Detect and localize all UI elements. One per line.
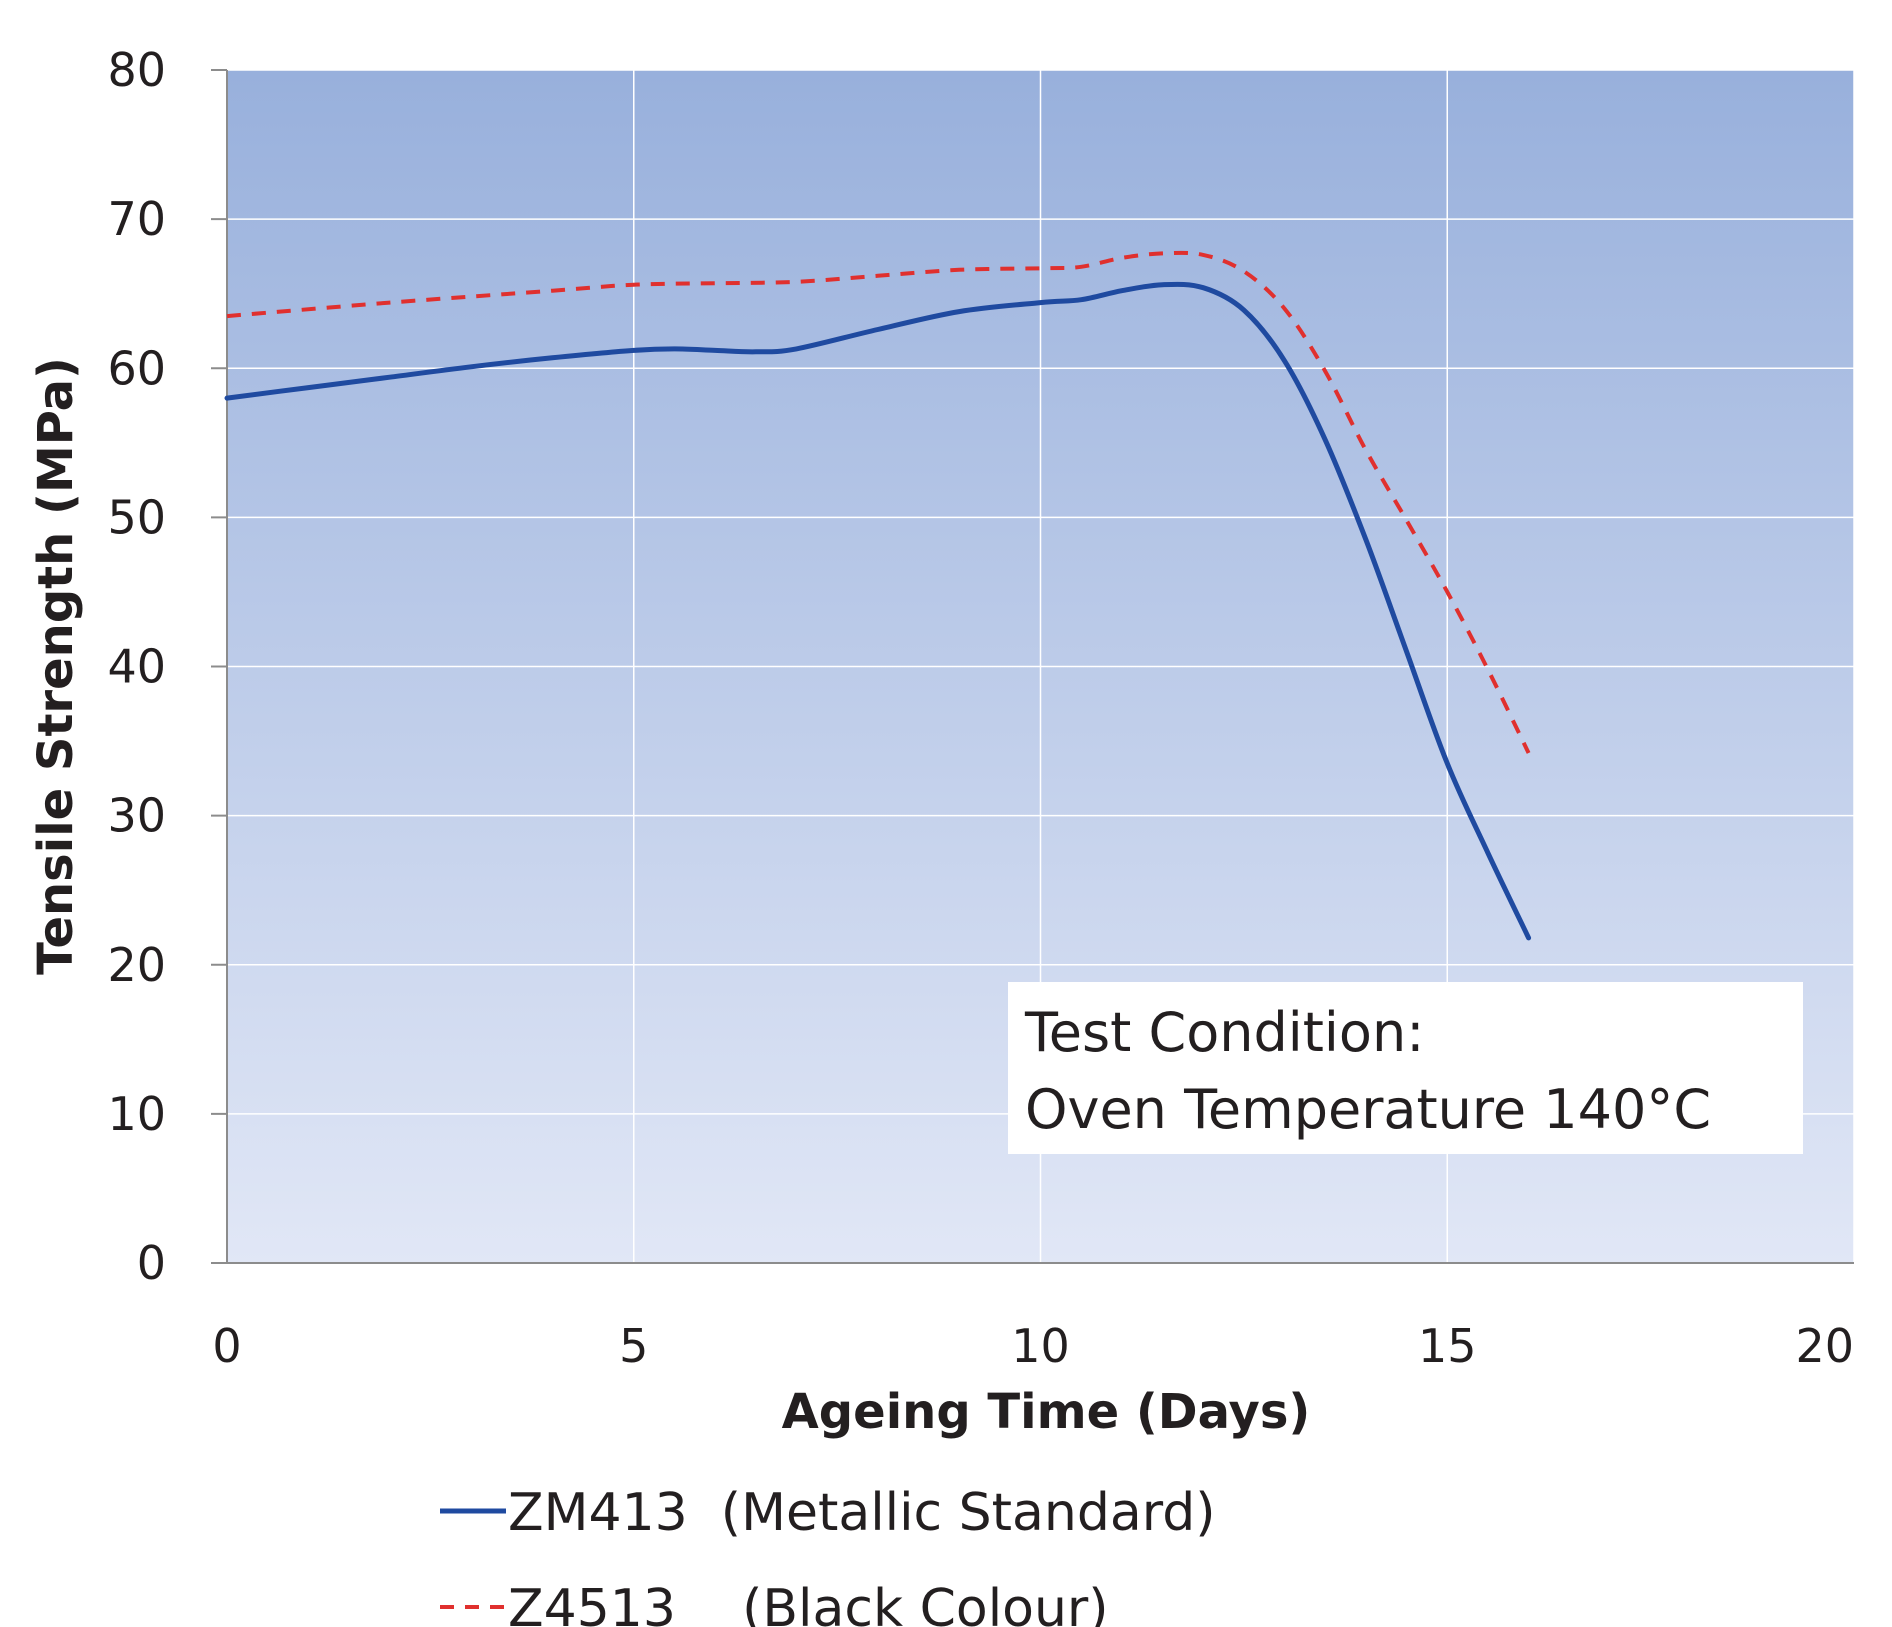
series-lines <box>224 250 1532 941</box>
y-tick-labels: 0 10 20 30 40 50 60 70 80 <box>107 43 166 1290</box>
annotation-line-2: Oven Temperature 140°C <box>1025 1078 1711 1141</box>
y-axis-title: Tensile Strength (MPa) <box>28 357 84 975</box>
y-tick-label: 40 <box>107 640 166 694</box>
x-tick-label: 20 <box>1795 1319 1854 1373</box>
x-axis-title: Ageing Time (Days) <box>782 1384 1311 1440</box>
y-tick-label: 80 <box>107 43 166 97</box>
y-tick-label: 50 <box>107 490 166 544</box>
annotation-line-1: Test Condition: <box>1024 1001 1424 1064</box>
y-tick-label: 10 <box>107 1087 166 1141</box>
y-tick-label: 30 <box>107 789 166 843</box>
x-tick-label: 5 <box>619 1319 648 1373</box>
y-tick-label: 60 <box>107 341 166 395</box>
y-tick-label: 0 <box>137 1236 166 1290</box>
series-line-z4513 <box>226 250 1531 754</box>
x-tick-labels: 0 5 10 15 20 <box>212 1319 1854 1373</box>
x-tick-label: 0 <box>212 1319 241 1373</box>
x-tick-label: 10 <box>1011 1319 1070 1373</box>
x-tick-label: 15 <box>1418 1319 1477 1373</box>
axes <box>211 69 1854 1264</box>
series-line-zm413 <box>224 281 1532 941</box>
annotation-background <box>1008 982 1803 1154</box>
annotation-box: Test Condition: Oven Temperature 140°C <box>1008 982 1803 1154</box>
legend-label-z4513: Z4513 (Black Colour) <box>508 1579 1109 1627</box>
legend: ZM413 (Metallic Standard) Z4513 (Black C… <box>440 1483 1216 1627</box>
y-tick-label: 20 <box>107 938 166 992</box>
y-tick-label: 70 <box>107 192 166 246</box>
legend-label-zm413: ZM413 (Metallic Standard) <box>508 1483 1216 1543</box>
